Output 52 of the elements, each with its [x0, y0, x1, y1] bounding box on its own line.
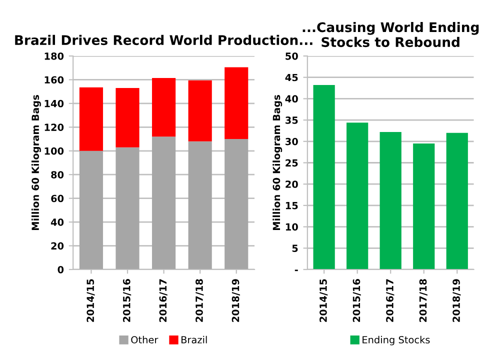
bar — [79, 87, 104, 151]
bar — [224, 67, 248, 140]
y-axis-title: Million 60 Kilogram Bags — [31, 95, 41, 230]
y-tick-label: 35 — [286, 116, 298, 124]
y-tick-label: 5 — [292, 244, 298, 252]
chart-title: Brazil Drives Record World Production... — [15, 34, 312, 46]
y-tick-label: 40 — [285, 95, 298, 103]
x-tick-label: 2018/19 — [452, 279, 461, 322]
y-tick-label: 140 — [44, 100, 64, 108]
bar — [380, 132, 402, 270]
y-tick-label: 60 — [51, 194, 64, 202]
x-tick-label: 2015/16 — [352, 279, 361, 322]
x-tick-label: 2015/16 — [122, 279, 132, 322]
legend-label: Ending Stocks — [362, 336, 430, 346]
y-tick-label: 20 — [51, 242, 64, 250]
y-tick-label: 120 — [44, 124, 64, 131]
bar — [116, 147, 140, 270]
y-tick-label: 160 — [44, 76, 64, 84]
y-tick-label: 10 — [286, 223, 298, 231]
x-tick-label: 2017/18 — [419, 279, 428, 322]
bar — [446, 132, 468, 270]
y-tick-label: 180 — [44, 52, 64, 60]
bar — [79, 150, 104, 270]
x-tick-label: 2017/18 — [196, 279, 204, 322]
y-tick-label: 80 — [51, 171, 64, 178]
bar — [313, 85, 335, 270]
y-tick-label: 40 — [50, 218, 64, 226]
bar — [152, 136, 176, 270]
x-tick-label: 2014/15 — [320, 279, 328, 322]
y-tick-label: 20 — [286, 180, 298, 188]
bar — [346, 122, 368, 270]
legend-label: Brazil — [182, 336, 207, 344]
y-axis-title: Million 60 Kilogram Bags — [272, 95, 282, 230]
legend-label: Other — [131, 336, 158, 344]
bar — [152, 78, 176, 137]
y-tick-label: 100 — [44, 147, 64, 155]
x-tick-label: 2016/17 — [159, 279, 168, 322]
bar — [188, 80, 212, 142]
x-tick-label: 2016/17 — [386, 279, 394, 322]
y-tick-label: - — [294, 270, 298, 272]
bar — [188, 141, 212, 270]
y-tick-label: 0 — [58, 266, 64, 274]
y-tick-label: 45 — [285, 74, 298, 82]
bar — [224, 139, 248, 270]
x-tick-label: 2014/15 — [86, 279, 95, 322]
y-tick-label: 50 — [286, 52, 298, 60]
y-tick-label: 15 — [286, 202, 298, 210]
bar — [116, 88, 140, 148]
x-tick-label: 2018/19 — [232, 279, 240, 322]
y-tick-label: 30 — [286, 138, 298, 146]
y-tick-label: 25 — [286, 159, 298, 167]
bar — [413, 144, 435, 270]
